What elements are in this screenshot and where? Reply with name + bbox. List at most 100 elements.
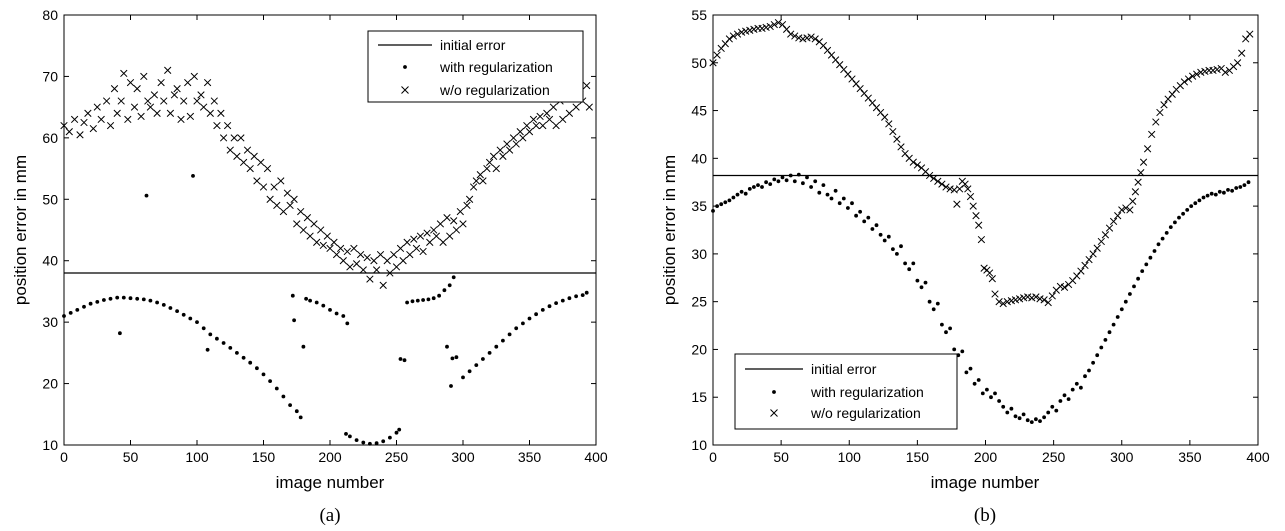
data-point-without-regularization [713, 51, 721, 59]
data-point-without-regularization [157, 78, 165, 87]
data-point-without-regularization [934, 177, 942, 185]
data-point-with-regularization [1095, 353, 1100, 358]
data-point-with-regularization [1177, 215, 1181, 220]
data-point-without-regularization [549, 103, 558, 111]
data-point-without-regularization [1188, 72, 1197, 80]
data-point-with-regularization [348, 434, 352, 439]
data-point-without-regularization [585, 103, 593, 111]
data-point-without-regularization [1129, 197, 1137, 205]
y-tick-label: 45 [691, 103, 707, 119]
data-point-with-regularization [188, 316, 193, 321]
data-point-with-regularization [1168, 225, 1173, 230]
data-point-with-regularization [108, 296, 113, 301]
data-point-without-regularization [1238, 49, 1246, 57]
data-point-without-regularization [1048, 292, 1056, 300]
data-point-without-regularization [130, 103, 139, 111]
data-point-without-regularization [985, 269, 994, 277]
data-point-without-regularization [443, 214, 451, 222]
data-point-without-regularization [193, 97, 201, 105]
data-point-without-regularization [856, 84, 864, 93]
data-point-with-regularization [989, 395, 993, 400]
data-point-without-regularization [1122, 204, 1130, 212]
data-point-with-regularization [574, 294, 578, 299]
data-point-without-regularization [403, 238, 411, 246]
data-point-without-regularization [166, 109, 175, 117]
data-point-with-regularization [788, 173, 793, 178]
data-point-with-regularization [128, 296, 133, 301]
data-point-without-regularization [93, 103, 101, 111]
data-point-with-regularization [405, 300, 409, 305]
data-point-with-regularization [1038, 419, 1042, 423]
data-point-without-regularization [297, 207, 305, 216]
data-point-without-regularization [1105, 224, 1114, 232]
data-point-without-regularization [966, 192, 975, 201]
data-point-with-regularization [95, 300, 100, 304]
data-point-without-regularization [323, 232, 331, 240]
data-point-without-regularization [317, 226, 325, 234]
data-point-without-regularization [326, 244, 334, 253]
data-point-with-regularization [261, 372, 266, 377]
data-point-without-regularization [1139, 158, 1148, 166]
data-point-without-regularization [290, 195, 298, 203]
data-point-without-regularization [787, 30, 795, 38]
data-point-without-regularization [505, 146, 514, 154]
data-point-with-regularization [927, 299, 932, 304]
data-point-without-regularization [70, 115, 79, 124]
data-point-with-regularization [895, 252, 899, 256]
data-point-with-regularization [487, 351, 492, 355]
data-point-without-regularization [479, 177, 487, 185]
data-point-with-regularization [1173, 220, 1177, 225]
data-point-without-regularization [791, 32, 799, 40]
data-point-without-regularization [972, 212, 980, 220]
data-point-without-regularization [975, 221, 983, 229]
legend: initial error with regularization w/o re… [734, 353, 958, 430]
data-point-without-regularization [988, 275, 996, 283]
data-point-without-regularization [913, 161, 922, 169]
data-point-with-regularization [1234, 186, 1239, 190]
y-tick-label: 25 [691, 294, 707, 310]
data-point-without-regularization [572, 103, 580, 111]
axes: 0 50 100 150 200 250 300 350 400 10 20 30 40 50 60 70 80 [42, 7, 607, 465]
data-point-with-regularization [321, 303, 326, 308]
data-point-with-regularization [292, 318, 296, 323]
data-point-with-regularization [723, 200, 728, 205]
data-point-without-regularization [543, 109, 551, 117]
data-point-with-regularization [719, 202, 724, 207]
data-point-with-regularization [298, 415, 303, 420]
data-point-with-regularization [501, 338, 505, 343]
data-point-with-regularization [841, 196, 846, 201]
data-point-without-regularization [410, 235, 418, 243]
legend-box [734, 353, 958, 430]
data-point-without-regularization [133, 85, 141, 93]
data-point-without-regularization [964, 185, 972, 193]
data-point-without-regularization [356, 250, 365, 259]
data-point-without-regularization [223, 121, 232, 130]
data-point-with-regularization [398, 357, 403, 361]
data-point-without-regularization [1126, 206, 1134, 214]
data-point-without-regularization [343, 247, 351, 256]
data-point-with-regularization [952, 347, 957, 352]
data-point-with-regularization [960, 349, 965, 354]
y-tick-label: 30 [42, 314, 58, 330]
data-point-without-regularization [1032, 293, 1040, 301]
data-point-with-regularization [75, 308, 80, 312]
data-point-without-regularization [213, 121, 221, 130]
x-tick-label: 0 [60, 449, 68, 465]
data-point-with-regularization [1021, 412, 1026, 417]
data-point-with-regularization [1001, 404, 1006, 409]
data-point-with-regularization [201, 326, 206, 331]
data-point-without-regularization [399, 257, 407, 265]
data-point-with-regularization [361, 440, 366, 445]
data-point-without-regularization [423, 229, 431, 237]
data-point-without-regularization [893, 135, 901, 143]
data-point-with-regularization [903, 261, 907, 266]
data-point-with-regularization [891, 247, 895, 252]
data-point-with-regularization [1209, 191, 1214, 196]
data-point-with-regularization [1213, 192, 1218, 197]
data-point-without-regularization [1156, 108, 1164, 117]
data-point-without-regularization [332, 250, 341, 259]
data-point-without-regularization [359, 266, 367, 274]
data-point-without-regularization [313, 238, 321, 246]
data-point-without-regularization [519, 134, 527, 142]
data-point-without-regularization [552, 121, 560, 130]
